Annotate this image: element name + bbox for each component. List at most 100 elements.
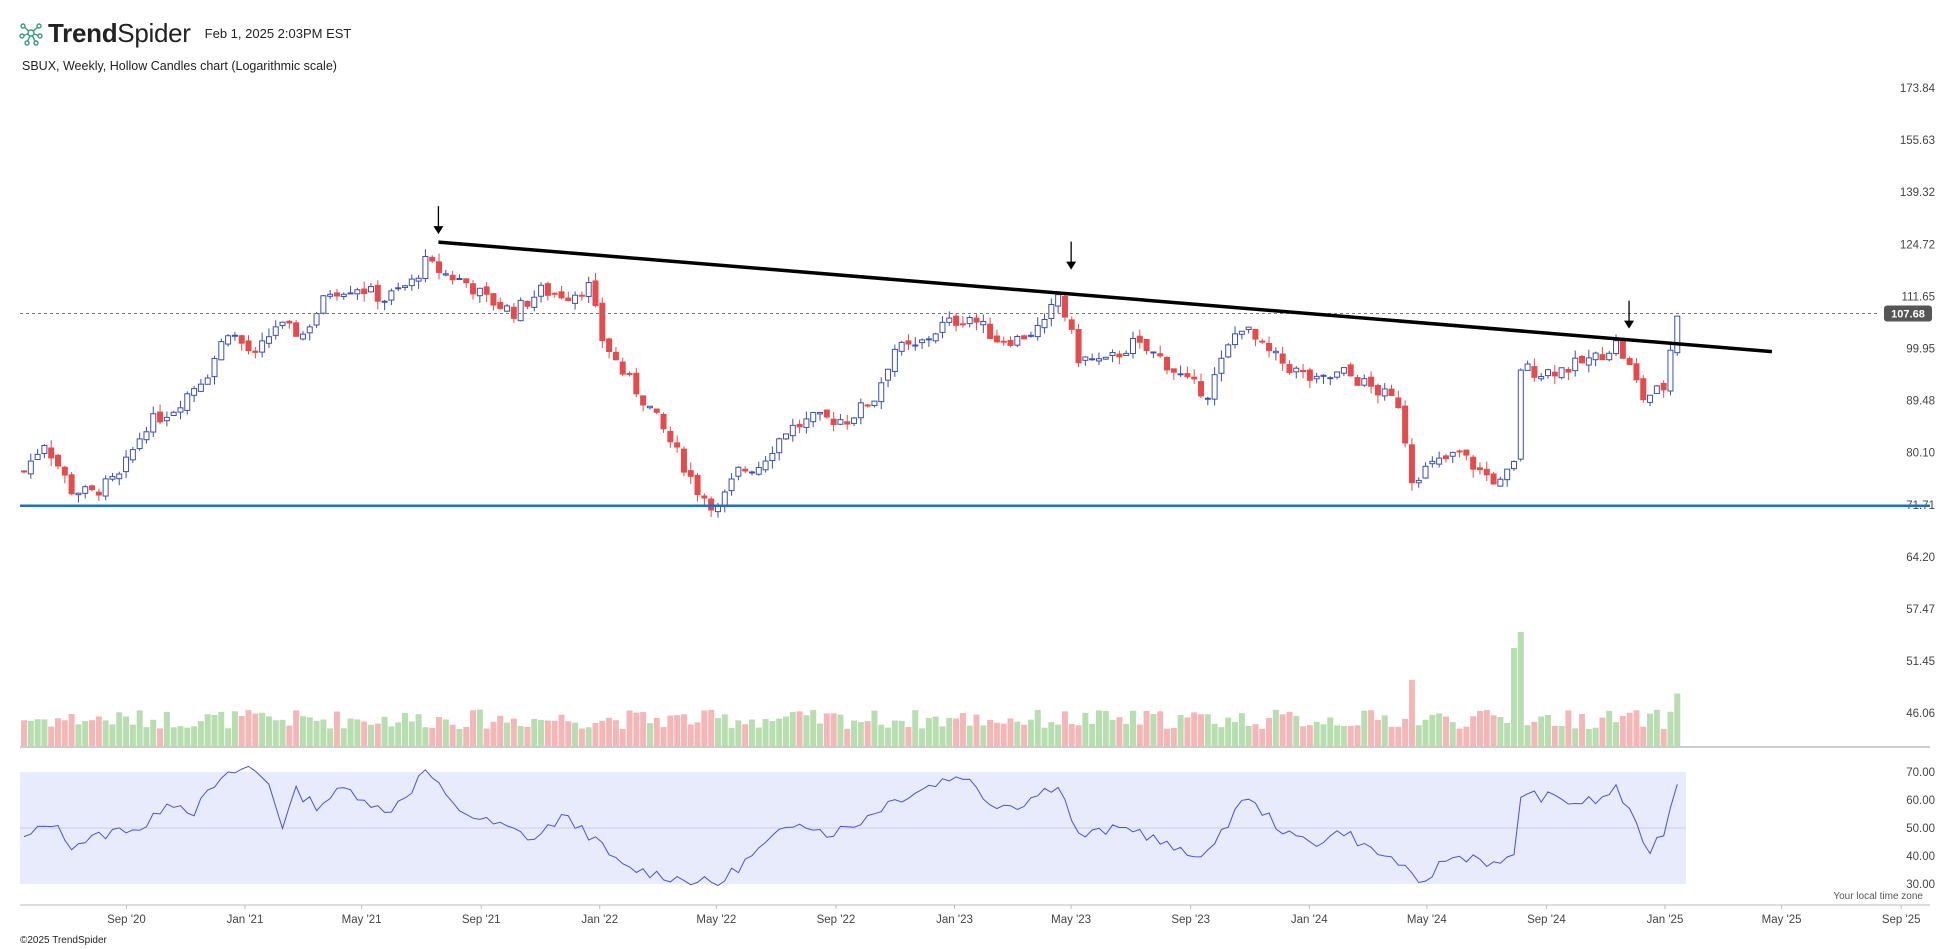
volume-bar: [211, 715, 218, 746]
volume-bar: [388, 726, 395, 746]
header: TrendSpider Feb 1, 2025 2:03PM EST: [18, 18, 351, 48]
candle-body: [245, 340, 252, 352]
candle-body: [1381, 388, 1388, 397]
candle-body: [415, 277, 422, 282]
candle-body: [238, 335, 245, 344]
candle-body: [1490, 473, 1497, 485]
candle-body: [1626, 358, 1633, 365]
candle-body: [1177, 373, 1184, 376]
volume-bar: [735, 720, 742, 746]
candle-body: [218, 341, 225, 361]
candle-body: [728, 478, 735, 492]
volume-bar: [272, 720, 279, 746]
candle-body: [1184, 373, 1191, 378]
candle-body: [1354, 377, 1361, 386]
x-axis-tick: May '22: [696, 914, 736, 926]
volume-bar: [987, 719, 994, 746]
chart-subtitle: SBUX, Weekly, Hollow Candles chart (Loga…: [22, 59, 337, 73]
volume-bar: [1191, 712, 1198, 746]
candle-body: [959, 323, 966, 326]
volume-bar: [1184, 717, 1191, 746]
volume-bar: [1238, 713, 1245, 746]
volume-bar: [694, 722, 701, 746]
volume-bar: [61, 720, 68, 746]
candle-body: [851, 417, 858, 424]
volume-bar: [1592, 727, 1599, 746]
volume-bar: [1061, 711, 1068, 746]
volume-bar: [136, 710, 143, 746]
candle-body: [1572, 357, 1579, 372]
candle-body: [1660, 382, 1667, 391]
volume-bar: [333, 711, 340, 746]
candle-body: [755, 466, 762, 475]
volume-bar: [82, 721, 89, 746]
volume-bar: [415, 714, 422, 746]
candle-body: [1293, 367, 1300, 373]
candle-body: [456, 278, 463, 281]
volume-bar: [177, 726, 184, 746]
volume-bar: [1551, 725, 1558, 746]
volume-bar: [1368, 710, 1375, 746]
candle-body: [612, 351, 619, 361]
volume-bar: [878, 724, 885, 746]
brand-name: TrendSpider: [48, 20, 191, 46]
volume-bar: [1198, 714, 1205, 746]
candle-body: [844, 421, 851, 425]
volume-bar: [803, 715, 810, 746]
candle-body: [293, 322, 300, 337]
candle-body: [524, 300, 531, 307]
candle-body: [1429, 460, 1436, 465]
candle-body: [476, 287, 483, 297]
volume-bar: [782, 716, 789, 746]
volume-bar: [1034, 709, 1041, 746]
volume-bar: [259, 712, 266, 746]
candle-body: [578, 294, 585, 297]
volume-bar: [851, 720, 858, 746]
candle-body: [395, 287, 402, 290]
volume-bar: [395, 722, 402, 746]
volume-bar: [1667, 711, 1674, 746]
candle-body: [1170, 368, 1177, 373]
volume-bar: [1055, 724, 1062, 746]
candle-body: [980, 321, 987, 326]
volume-bar: [796, 711, 803, 746]
candle-body: [1102, 356, 1109, 360]
candle-body: [1544, 369, 1551, 377]
candle-body: [708, 498, 715, 511]
candle-body: [1300, 369, 1307, 373]
candle-body: [1225, 344, 1232, 358]
volume-bar: [1504, 722, 1511, 746]
candle-body: [878, 382, 885, 403]
candle-body: [619, 361, 626, 375]
volume-bar: [578, 728, 585, 746]
candle-body: [1068, 319, 1075, 330]
candle-body: [653, 408, 660, 413]
candle-body: [864, 404, 871, 407]
candle-body: [204, 377, 211, 385]
volume-bar: [1000, 723, 1007, 746]
volume-bar: [891, 720, 898, 746]
candle-body: [82, 486, 89, 494]
volume-bar: [1007, 718, 1014, 746]
volume-bar: [748, 719, 755, 746]
volume-bar: [1252, 724, 1259, 746]
volume-bar: [1660, 728, 1667, 746]
volume-bar: [612, 720, 619, 746]
candle-body: [1286, 364, 1293, 374]
volume-bar: [538, 719, 545, 746]
candle-body: [1075, 328, 1082, 364]
candle-body: [1157, 353, 1164, 357]
volume-bar: [1136, 724, 1143, 746]
volume-bar: [1647, 713, 1654, 746]
volume-bar: [1082, 712, 1089, 746]
volume-bar: [204, 714, 211, 746]
volume-bar: [1558, 726, 1565, 746]
candle-body: [667, 430, 674, 443]
volume-bar: [1340, 726, 1347, 746]
volume-bar: [646, 723, 653, 746]
volume-bar: [476, 709, 483, 746]
volume-bar: [776, 718, 783, 746]
candle-body: [1320, 374, 1327, 377]
candle-body: [953, 315, 960, 326]
volume-bar: [721, 714, 728, 746]
